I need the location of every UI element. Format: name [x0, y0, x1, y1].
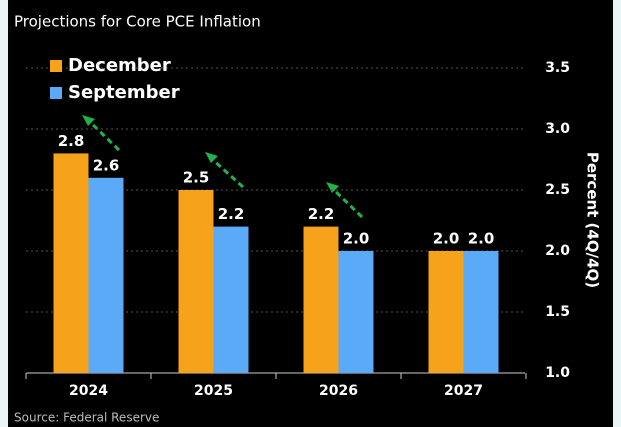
legend-label: December — [68, 55, 171, 76]
value-label: 2.2 — [218, 205, 245, 223]
chart-title: Projections for Core PCE Inflation — [14, 13, 261, 31]
y-tick-label: 2.5 — [545, 182, 570, 198]
bar — [213, 226, 249, 373]
bar — [428, 251, 464, 373]
arrow-heads — [82, 115, 339, 193]
y-tick-label: 2.0 — [545, 243, 570, 259]
x-tick-label: 2027 — [444, 383, 483, 399]
y-axis-label: Percent (4Q/4Q) — [584, 152, 602, 288]
source: Source: Federal Reserve — [14, 411, 159, 425]
value-label: 2.0 — [433, 230, 460, 248]
x-tick-label: 2026 — [319, 383, 358, 399]
value-label: 2.0 — [343, 230, 370, 248]
annotation-arrows — [88, 120, 364, 219]
value-label: 2.8 — [58, 132, 85, 150]
bar — [178, 190, 214, 373]
value-label: 2.2 — [308, 205, 335, 223]
y-tick-label: 1.0 — [545, 365, 570, 381]
x-tick-label: 2025 — [194, 383, 233, 399]
bar — [463, 251, 499, 373]
value-label: 2.6 — [93, 156, 120, 174]
value-label: 2.5 — [183, 169, 210, 187]
y-tick-label: 3.0 — [545, 121, 570, 137]
legend-label: September — [68, 82, 180, 103]
bar — [338, 251, 374, 373]
y-tick-label: 3.5 — [545, 60, 570, 76]
bar — [53, 153, 89, 373]
bar — [88, 177, 124, 373]
bar — [303, 226, 339, 373]
legend-swatch — [50, 87, 62, 99]
x-tick-label: 2024 — [69, 383, 108, 399]
legend-swatch — [50, 60, 62, 72]
y-tick-label: 1.5 — [545, 304, 570, 320]
value-label: 2.0 — [468, 230, 495, 248]
